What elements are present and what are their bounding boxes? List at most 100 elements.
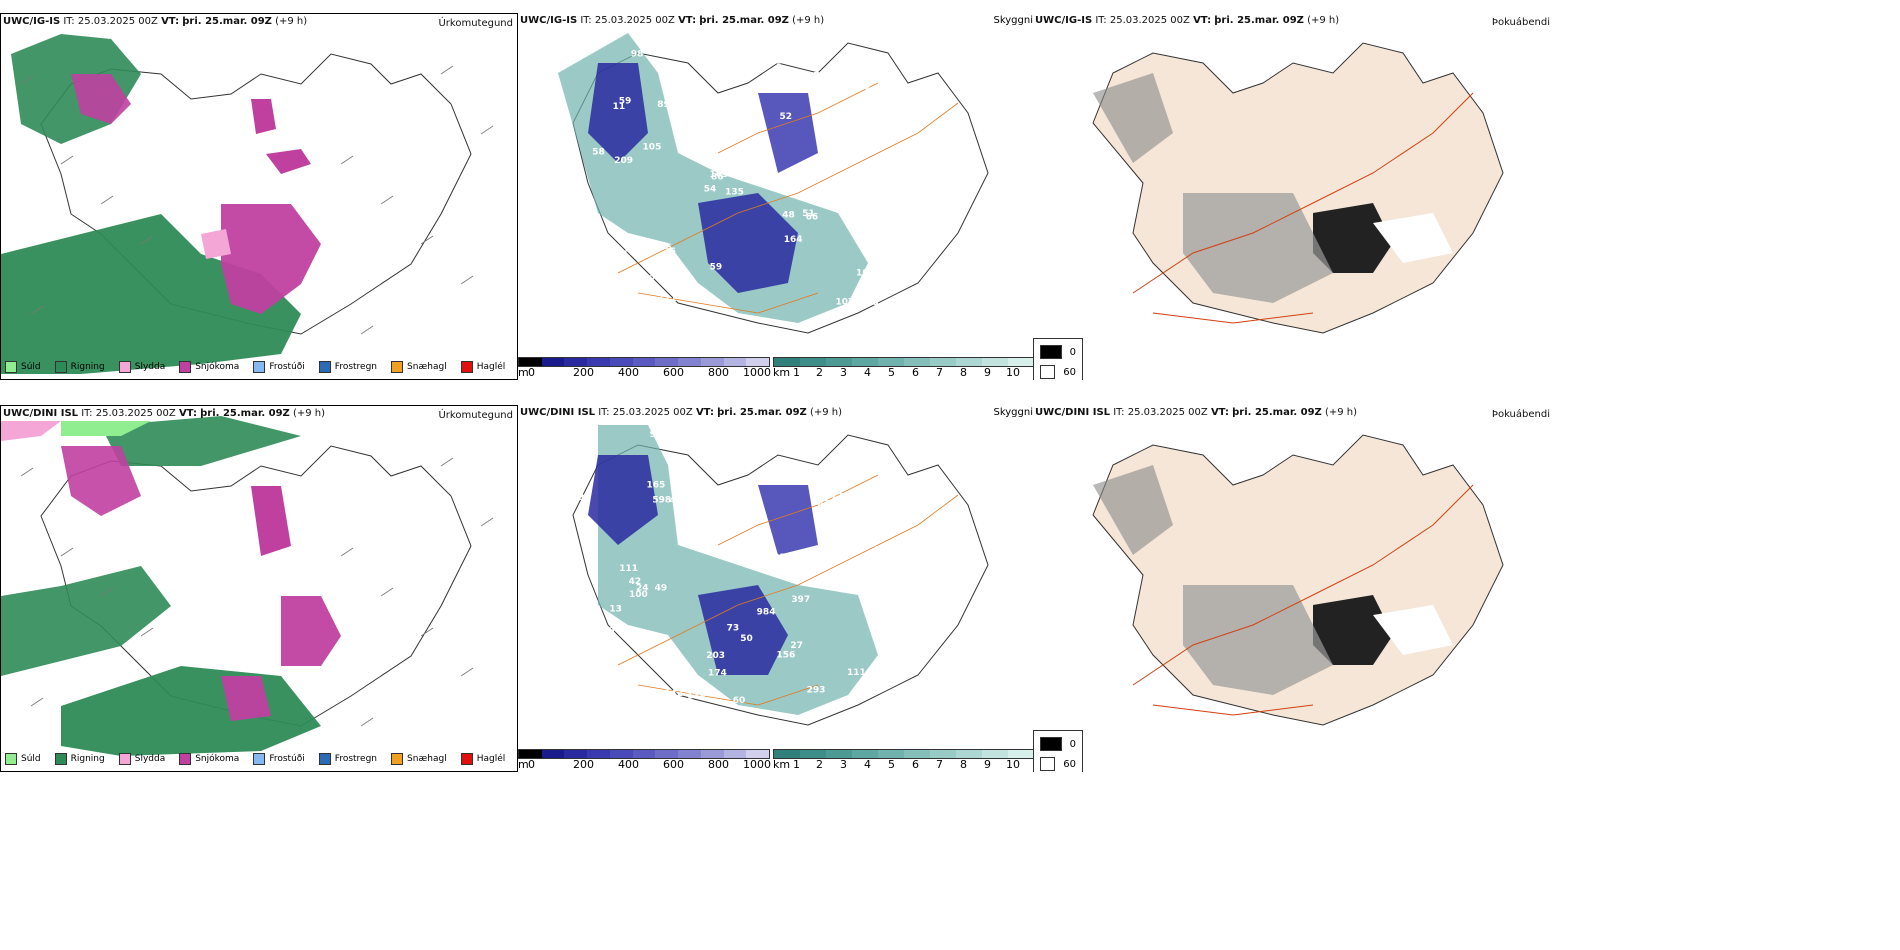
tick: 3 (840, 758, 847, 771)
visibility-value-label: 111 (619, 564, 638, 574)
visibility-value-label: 58 (839, 493, 852, 503)
fog-dark-area (1313, 203, 1393, 273)
visibility-value-label: 842 (869, 588, 888, 598)
visibility-value-label: 98 (631, 50, 644, 60)
panel-header: UWC/DINI ISL IT: 25.03.2025 00Z VT: þri.… (520, 407, 843, 418)
visibility-value-label: 58 (592, 147, 605, 157)
sleet-area (201, 229, 231, 259)
visibility-value-label: 60 (733, 696, 746, 706)
visibility-value-label: 397 (791, 595, 810, 605)
visibility-value-label: 103 (602, 273, 621, 283)
panel-header: UWC/DINI ISL IT: 25.03.2025 00Z VT: þri.… (3, 408, 326, 419)
colorbar-m (518, 357, 770, 367)
tick: 5 (888, 758, 895, 771)
visibility-value-label: 209 (614, 156, 633, 166)
legend-item: Súld (5, 753, 41, 765)
precip-type-map-top (1, 34, 494, 374)
colorbar-m (518, 749, 770, 759)
visibility-value-label: 426 (681, 443, 700, 453)
fog-panel-top: UWC/IG-IS IT: 25.03.2025 00Z VT: þri. 25… (1033, 13, 1900, 380)
visibility-value-label: 73 (727, 624, 740, 634)
snow-area-central (281, 596, 341, 666)
panel-title: Úrkomutegund (438, 18, 513, 29)
visibility-value-label: 11 (746, 168, 759, 178)
colorbar-km (773, 357, 1033, 367)
visibility-value-label: 218 (602, 286, 621, 296)
visibility-value-label: 13 (609, 605, 622, 615)
visibility-value-label: 86 (711, 173, 724, 183)
tick: 1000 (743, 366, 771, 379)
visibility-value-label: 81 (773, 553, 786, 563)
fog-legend: 0 60 (1033, 338, 1083, 380)
visibility-value-label: 24 (636, 583, 649, 593)
visibility-fog-area (598, 425, 878, 715)
visibility-value-label: 66 (659, 243, 672, 253)
panel-header: UWC/IG-IS IT: 25.03.2025 00Z VT: þri. 25… (3, 16, 308, 27)
visibility-value-label: 100 (629, 590, 648, 600)
snow-area-north (251, 99, 276, 134)
tick: 200 (573, 366, 594, 379)
panel-title: Þokuábendi (1491, 409, 1550, 420)
drizzle-area (1, 421, 61, 441)
legend-item: Frostúði (253, 753, 305, 765)
tick: 8 (960, 366, 967, 379)
visibility-value-label: 75 (840, 586, 853, 596)
fog-map-top (1092, 42, 1504, 334)
tick: 7 (936, 758, 943, 771)
tick: 800 (708, 758, 729, 771)
visibility-panel-top: 135 11 86 103 72 26 160 83 82 11 98 168 209 58 54 52 77 5… (518, 13, 1033, 380)
visibility-value-label: 49 (688, 432, 701, 442)
visibility-value-label: 135 (661, 659, 680, 669)
fog-dark-area (1313, 595, 1393, 665)
tick: 0 (528, 758, 535, 771)
snow-area-nw (61, 446, 141, 516)
visibility-value-label: 984 (757, 608, 776, 618)
visibility-value-label: 142 (664, 689, 683, 699)
visibility-value-label: 139 (687, 692, 706, 702)
visibility-value-label: 49 (669, 496, 682, 506)
colorbar-m-label: m (518, 366, 529, 379)
iceland-outline (572, 42, 989, 334)
visibility-value-label: 50 (740, 634, 753, 644)
visibility-value-label: 42 (629, 577, 642, 587)
tick: 200 (573, 758, 594, 771)
colorbar-km-label: km (773, 366, 791, 379)
visibility-value-label: 111 (658, 294, 677, 304)
rain-area-north (101, 416, 301, 466)
tick: 7 (936, 366, 943, 379)
tick: 400 (618, 758, 639, 771)
legend-item: Haglél (460, 361, 505, 373)
visibility-low-area-central (698, 193, 798, 293)
precip-legend: Súld Rigning Slydda Snjókoma Frostúði Fr… (5, 361, 505, 373)
visibility-value-label: 71 (759, 144, 772, 154)
tick: 9 (984, 366, 991, 379)
visibility-low-area (588, 63, 648, 163)
visibility-value-label: 44 (742, 125, 755, 135)
visibility-low-area-central (698, 585, 788, 675)
visibility-value-label: 203 (706, 651, 725, 661)
visibility-value-label: 52 (780, 112, 793, 122)
colorbar-km-label: km (773, 758, 791, 771)
visibility-value-label: 83 (728, 99, 741, 109)
tick: 600 (663, 758, 684, 771)
tick: 4 (864, 758, 871, 771)
legend-item: Slydda (118, 753, 165, 765)
visibility-value-label: 72 (755, 147, 768, 157)
visibility-value-label: 51 (802, 209, 815, 219)
road-network (1132, 484, 1474, 716)
visibility-value-label: 55 (832, 496, 845, 506)
visibility-value-label: 78 (650, 275, 663, 285)
snow-area-ne (251, 486, 291, 556)
visibility-value-label: 51 (713, 60, 726, 70)
fog-legend-item: 60 (1040, 757, 1076, 771)
visibility-value-label: 126 (851, 459, 870, 469)
tick: 600 (663, 366, 684, 379)
visibility-value-label: 107 (836, 297, 855, 307)
visibility-value-label: 97 (650, 430, 663, 440)
visibility-value-label: 598 (652, 496, 671, 506)
visibility-value-label: 59 (710, 262, 723, 272)
panel-header: UWC/IG-IS IT: 25.03.2025 00Z VT: þri. 25… (1035, 15, 1340, 26)
visibility-value-label: 90 (773, 471, 786, 481)
drizzle-area-light (61, 421, 151, 436)
visibility-value-label: 72 (741, 537, 754, 547)
